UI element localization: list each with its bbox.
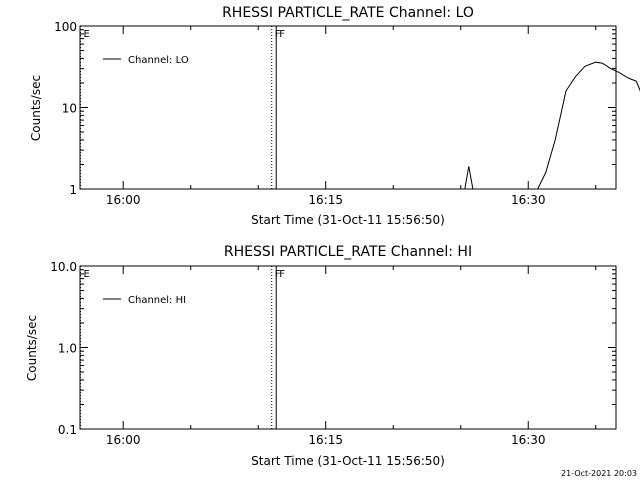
chart-title: RHESSI PARTICLE_RATE Channel: HI [224, 244, 472, 260]
legend-label: Channel: LO [128, 55, 189, 66]
marker-label: F [279, 29, 285, 40]
marker-lines: EFFFE [79, 266, 285, 429]
marker-label: E [83, 269, 89, 280]
y-tick-label: 1.0 [58, 342, 77, 356]
y-tick-label: 100 [54, 20, 77, 34]
x-tick-label: 16:30 [511, 193, 546, 207]
x-axis-label: Start Time (31-Oct-11 15:56:50) [251, 213, 445, 227]
series-group [460, 61, 640, 190]
x-tick-label: 16:15 [308, 193, 343, 207]
marker-label: E [83, 29, 89, 40]
legend-label: Channel: HI [128, 295, 186, 306]
marker-label: F [275, 269, 281, 280]
x-tick-label: 16:30 [511, 433, 546, 447]
x-tick-label: 16:00 [106, 193, 141, 207]
y-axis-label: Counts/sec [25, 315, 39, 381]
y-tick-label: 1 [69, 183, 77, 197]
marker-label: F [275, 29, 281, 40]
marker-lines: EFFFE [79, 26, 285, 189]
plot-frame [79, 265, 617, 430]
x-tick-label: 16:15 [308, 433, 343, 447]
series-line [460, 61, 640, 190]
marker-label: F [279, 269, 285, 280]
chart-title: RHESSI PARTICLE_RATE Channel: LO [222, 5, 474, 21]
panel-lo: RHESSI PARTICLE_RATE Channel: LO EFFFE 1… [29, 5, 640, 227]
y-tick-label: 10 [62, 102, 77, 116]
y-tick-label: 0.1 [58, 423, 77, 437]
panel-hi: RHESSI PARTICLE_RATE Channel: HI EFFFE 1… [25, 244, 617, 468]
y-axis-label: Counts/sec [29, 75, 43, 141]
plot-frame [79, 25, 617, 190]
y-tick-label: 10.0 [50, 260, 77, 274]
timestamp-footer: 21-Oct-2021 20:03 [561, 469, 637, 478]
x-axis-label: Start Time (31-Oct-11 15:56:50) [251, 454, 445, 468]
x-tick-label: 16:00 [106, 433, 141, 447]
axis-ticks: 16:0016:1516:3016:4517:0017:1517:3011010… [54, 20, 616, 207]
axis-ticks: 16:0016:1516:3016:4517:0017:1517:300.11.… [50, 260, 616, 447]
